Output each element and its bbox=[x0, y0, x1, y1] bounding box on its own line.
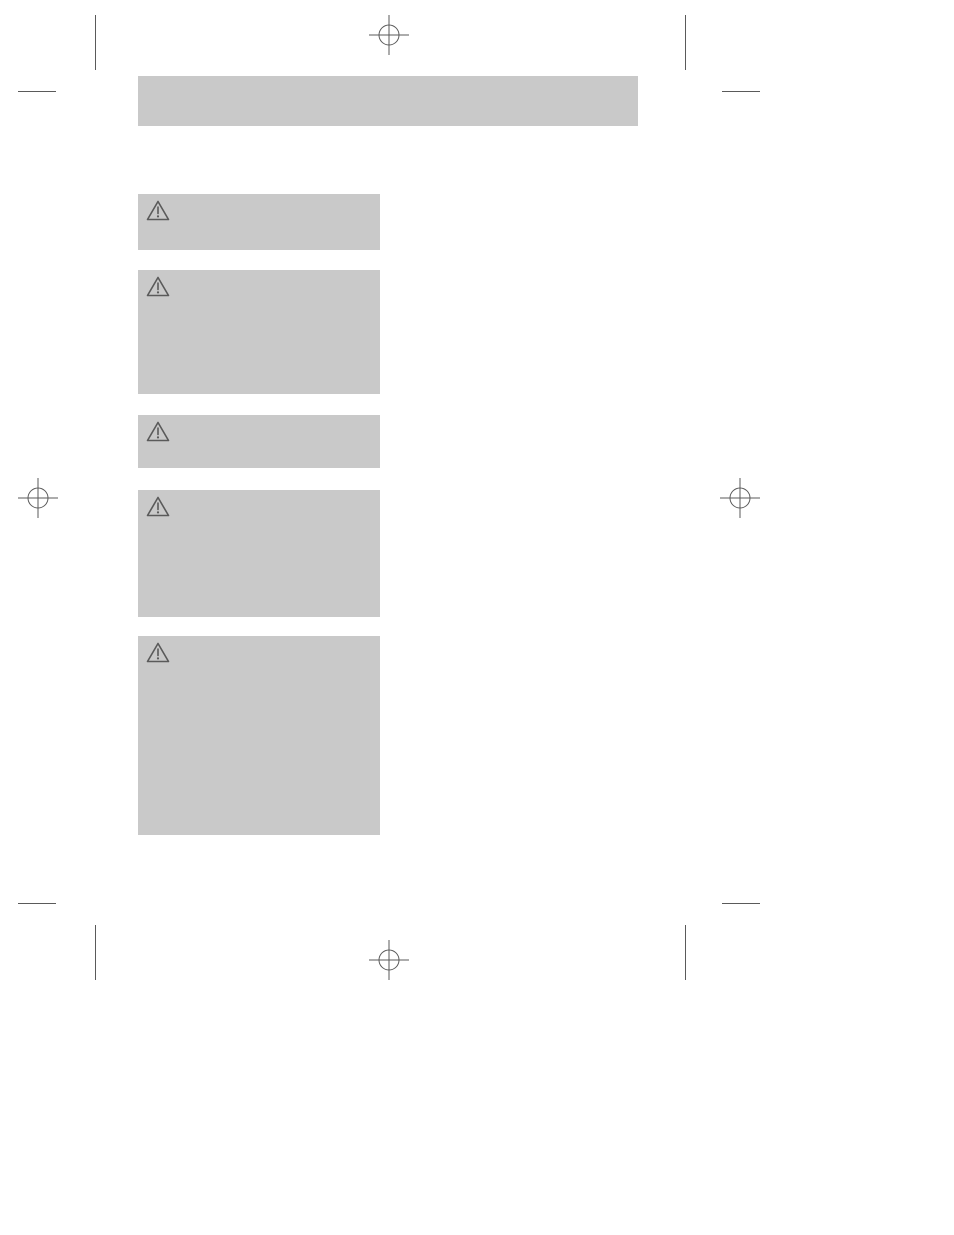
crop-mark bbox=[18, 91, 56, 92]
header-bar bbox=[138, 76, 638, 126]
crop-mark bbox=[18, 903, 56, 904]
warning-icon bbox=[146, 421, 170, 442]
registration-mark-icon bbox=[369, 940, 409, 980]
warning-box bbox=[138, 636, 380, 835]
registration-mark-icon bbox=[369, 15, 409, 55]
document-page bbox=[0, 0, 954, 1000]
crop-mark bbox=[722, 91, 760, 92]
registration-mark-icon bbox=[720, 478, 760, 518]
warning-box bbox=[138, 490, 380, 617]
crop-mark bbox=[685, 925, 686, 980]
warning-icon bbox=[146, 496, 170, 517]
crop-mark bbox=[95, 925, 96, 980]
crop-mark bbox=[722, 903, 760, 904]
warning-icon bbox=[146, 200, 170, 221]
warning-box bbox=[138, 194, 380, 250]
warning-icon bbox=[146, 642, 170, 663]
crop-mark bbox=[95, 15, 96, 70]
registration-mark-icon bbox=[18, 478, 58, 518]
crop-mark bbox=[685, 15, 686, 70]
warning-icon bbox=[146, 276, 170, 297]
warning-box bbox=[138, 415, 380, 468]
warning-box bbox=[138, 270, 380, 394]
